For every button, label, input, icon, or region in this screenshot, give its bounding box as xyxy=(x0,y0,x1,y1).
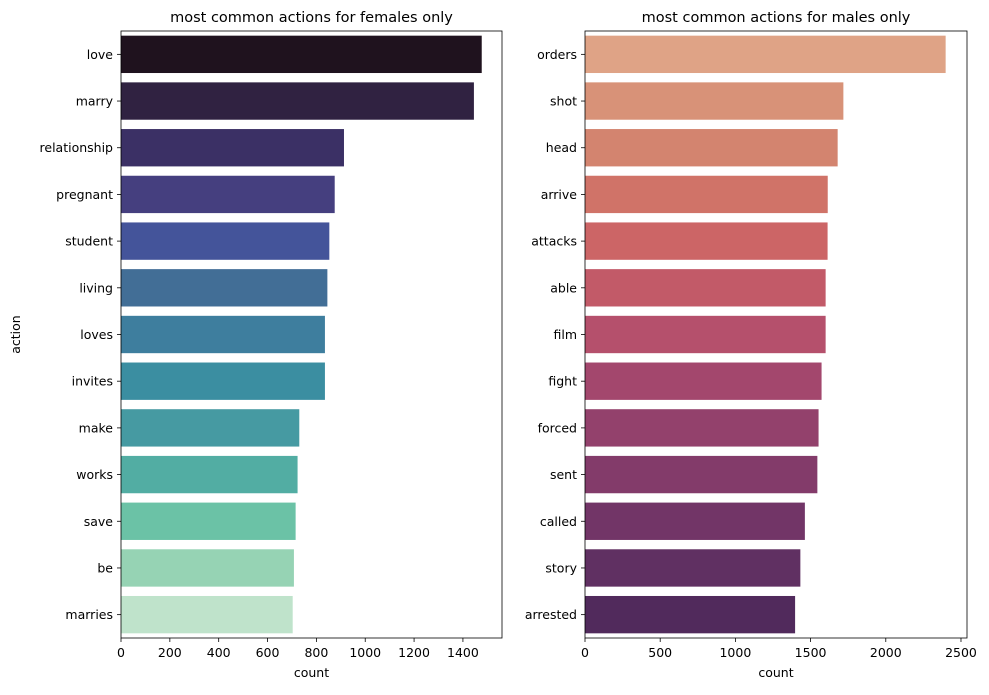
bar-film xyxy=(585,315,826,354)
bar-make xyxy=(121,409,300,447)
y-tick-label: be xyxy=(97,560,113,575)
bar-loves xyxy=(121,315,325,354)
y-tick-label: attacks xyxy=(531,234,577,249)
x-tick-label: 0 xyxy=(117,645,125,660)
x-tick-label: 1400 xyxy=(447,645,479,660)
y-tick-label: forced xyxy=(538,420,577,435)
x-tick-label: 0 xyxy=(581,645,589,660)
x-tick-label: 1500 xyxy=(795,645,827,660)
x-tick-label: 1000 xyxy=(719,645,751,660)
y-tick-label: relationship xyxy=(40,140,114,155)
x-tick-label: 800 xyxy=(304,645,328,660)
bar-able xyxy=(585,269,826,307)
bar-be xyxy=(121,549,294,587)
bar-arrive xyxy=(585,175,828,214)
y-tick-label: called xyxy=(540,514,577,529)
bar-love xyxy=(121,35,482,74)
y-tick-label: love xyxy=(87,47,114,62)
y-tick-label: make xyxy=(79,420,114,435)
bar-orders xyxy=(585,35,946,74)
bar-arrested xyxy=(585,595,796,634)
female-actions-panel: most common actions for females only cou… xyxy=(8,10,503,680)
y-tick-label: marry xyxy=(76,94,114,109)
bar-forced xyxy=(585,409,819,447)
y-tick-label: orders xyxy=(537,47,577,62)
y-tick-label: shot xyxy=(550,94,577,109)
y-tick-label: loves xyxy=(80,327,113,342)
bar-marries xyxy=(121,595,293,634)
x-tick-label: 2500 xyxy=(945,645,977,660)
bar-invites xyxy=(121,362,325,400)
y-tick-label: arrive xyxy=(541,187,578,202)
y-tick-label: student xyxy=(65,234,113,249)
y-tick-label: able xyxy=(550,280,577,295)
x-tick-label: 400 xyxy=(207,645,231,660)
x-tick-label: 1000 xyxy=(349,645,381,660)
bar-story xyxy=(585,549,801,587)
bar-head xyxy=(585,129,838,167)
axes-frame xyxy=(584,30,968,639)
y-tick-label: sent xyxy=(550,467,577,482)
y-tick-label: marries xyxy=(65,607,113,622)
bar-living xyxy=(121,269,328,307)
bar-works xyxy=(121,455,298,494)
y-tick-label: head xyxy=(546,140,577,155)
bar-fight xyxy=(585,362,822,400)
x-tick-label: 600 xyxy=(256,645,280,660)
bar-relationship xyxy=(121,129,344,167)
x-tick-label: 2000 xyxy=(870,645,902,660)
x-tick-label: 200 xyxy=(158,645,182,660)
y-tick-label: pregnant xyxy=(56,187,113,202)
bar-save xyxy=(121,502,296,540)
chart-title: most common actions for females only xyxy=(170,10,453,26)
y-tick-label: arrested xyxy=(525,607,577,622)
axes-frame xyxy=(120,30,503,639)
y-tick-label: fight xyxy=(548,374,577,389)
bar-pregnant xyxy=(121,175,335,214)
x-tick-label: 1200 xyxy=(398,645,430,660)
bar-student xyxy=(121,222,330,260)
y-axis-label: action xyxy=(8,315,23,353)
male-actions-panel: most common actions for males only count… xyxy=(525,10,977,680)
bar-sent xyxy=(585,455,818,494)
bar-called xyxy=(585,502,805,540)
y-tick-label: living xyxy=(79,280,113,295)
y-tick-label: film xyxy=(553,327,577,342)
y-tick-label: story xyxy=(545,560,577,575)
y-tick-label: invites xyxy=(72,374,113,389)
x-axis-label: count xyxy=(758,665,793,680)
y-tick-label: works xyxy=(76,467,113,482)
bar-shot xyxy=(585,82,844,120)
bar-marry xyxy=(121,82,474,120)
x-axis-label: count xyxy=(294,665,329,680)
x-tick-label: 500 xyxy=(648,645,672,660)
chart-title: most common actions for males only xyxy=(642,10,911,26)
y-tick-label: save xyxy=(84,514,114,529)
bar-attacks xyxy=(585,222,828,260)
